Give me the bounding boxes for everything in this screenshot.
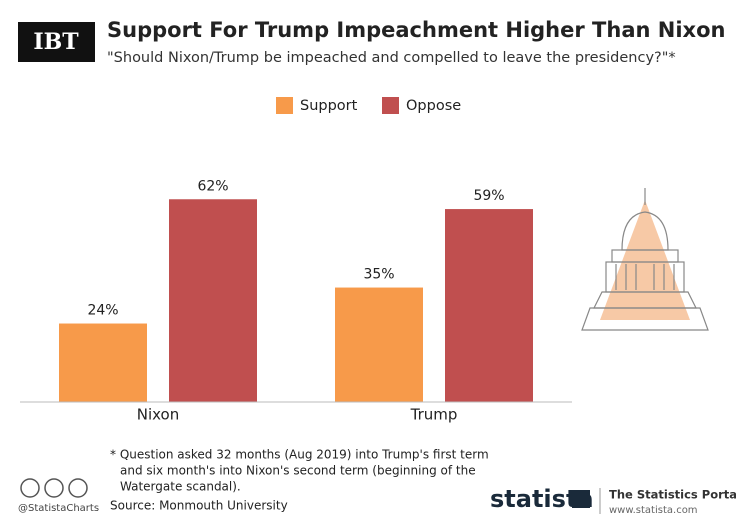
value-label: 62% (197, 178, 228, 194)
bar (335, 287, 423, 402)
chart-subtitle: "Should Nixon/Trump be impeached and com… (107, 50, 676, 66)
footnote: Watergate scandal). (120, 480, 241, 494)
legend-label: Support (300, 98, 358, 114)
bar (445, 209, 533, 402)
legend-label: Oppose (406, 98, 461, 114)
value-label: 35% (363, 267, 394, 283)
source: Source: Monmouth University (110, 499, 288, 513)
bar (169, 199, 257, 402)
bar (59, 323, 147, 402)
chart-title: Support For Trump Impeachment Higher Tha… (107, 18, 725, 42)
handle: @StatistaCharts (18, 503, 99, 514)
value-label: 59% (473, 188, 504, 204)
logo-box (18, 22, 95, 62)
footnote: and six month's into Nixon's second term… (120, 464, 476, 478)
value-label: 24% (87, 303, 118, 319)
logo: IBT (33, 29, 79, 55)
cc-icons (20, 478, 88, 498)
capitol-icon (581, 188, 709, 331)
statista-mark (572, 490, 590, 508)
legend-swatch (276, 97, 293, 114)
legend-swatch (382, 97, 399, 114)
x-tick-label: Nixon (137, 406, 180, 424)
portal: The Statistics Portal (609, 488, 736, 502)
footnote: * Question asked 32 months (Aug 2019) in… (110, 448, 489, 462)
url: www.statista.com (609, 505, 698, 516)
x-tick-label: Trump (410, 406, 458, 424)
